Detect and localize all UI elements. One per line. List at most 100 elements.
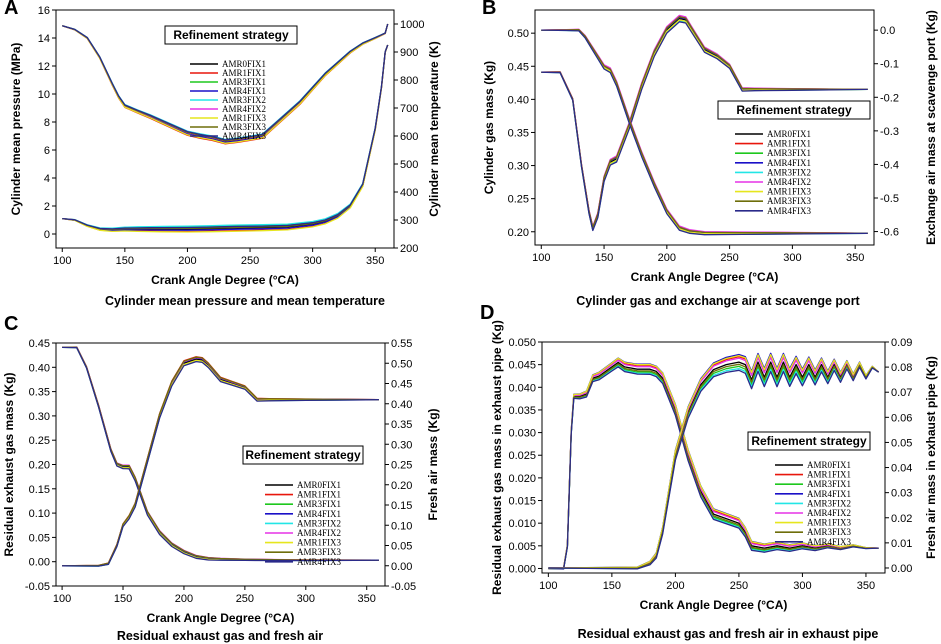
figure-caption: Cylinder gas and exchange air at scaveng… xyxy=(576,294,860,308)
y2-tick-label: -0.5 xyxy=(880,193,899,205)
series-line-exchange-air-mass-amr3fix1 xyxy=(541,29,868,235)
series-line-pressure-amr4fix3 xyxy=(62,44,389,230)
legend-entry: AMR3FIX3 xyxy=(767,196,812,206)
series-line-temperature-amr4fix3 xyxy=(62,23,389,141)
y-tick-label: 0.35 xyxy=(508,127,529,139)
series-line-exchange-air-mass-amr4fix1 xyxy=(541,29,868,234)
y2-tick-label: 0.10 xyxy=(391,520,412,532)
y-tick-label: 10 xyxy=(38,89,50,101)
legend-title-box xyxy=(164,25,298,45)
x-tick-label: 100 xyxy=(53,255,71,267)
y-tick-label: 0.45 xyxy=(29,338,50,350)
y-tick-label: 0.040 xyxy=(508,382,536,394)
x-tick-label: 350 xyxy=(358,593,376,605)
y2-axis-label: Cylinder mean temperature (K) xyxy=(427,41,441,216)
legend-entry: AMR4FIX3 xyxy=(222,131,267,141)
legend-entry: AMR0FIX1 xyxy=(222,59,266,69)
legend-entry: AMR4FIX2 xyxy=(297,528,341,538)
panel-letter: C xyxy=(4,313,18,335)
series-line-fresh-air-in-pipe-amr4fix3 xyxy=(548,366,879,570)
x-tick-label: 200 xyxy=(178,255,196,267)
legend: Refinement strategyAMR0FIX1AMR1FIX1AMR3F… xyxy=(164,25,298,141)
y-axis-label: Residual exhaust gas mass in exhaust pip… xyxy=(490,320,504,595)
y2-tick-label: 700 xyxy=(400,103,418,115)
y2-tick-label: 0.0 xyxy=(880,25,895,37)
legend-title: Refinement strategy xyxy=(736,103,852,117)
y-tick-label: -0.05 xyxy=(25,581,50,593)
x-tick-label: 250 xyxy=(720,252,738,264)
panel-letter: A xyxy=(4,0,18,19)
legend-entry: AMR4FIX1 xyxy=(807,489,851,499)
x-axis-label: Crank Angle Degree (°CA) xyxy=(640,598,788,612)
y2-tick-label: 0.06 xyxy=(891,412,912,424)
y2-tick-label: 1000 xyxy=(400,19,424,31)
y-tick-label: 0.025 xyxy=(508,450,536,462)
legend-entry: AMR3FIX2 xyxy=(767,167,811,177)
y2-tick-label: 400 xyxy=(400,187,418,199)
y-tick-label: 0.45 xyxy=(508,61,529,73)
y2-axis-label: Fresh air mass in exhaust pipe (Kg) xyxy=(924,356,938,559)
y-tick-label: 0.20 xyxy=(508,227,529,239)
legend-entry: AMR4FIX1 xyxy=(767,158,811,168)
chart-panel-B: B 100 150 200 250 300 350 0.20 0.25 0.30 0.35 0.40 0… xyxy=(482,0,938,308)
legend-title: Refinement strategy xyxy=(173,28,289,42)
y2-tick-label: -0.05 xyxy=(391,581,416,593)
series-line-cylinder-gas-mass-amr4fix3 xyxy=(541,21,868,232)
y-tick-label: 2 xyxy=(44,201,50,213)
y2-tick-label: -0.3 xyxy=(880,126,899,138)
plot-frame xyxy=(541,341,886,574)
y-tick-label: 16 xyxy=(38,5,50,17)
y-tick-label: 0.50 xyxy=(508,28,529,40)
legend-entry: AMR4FIX3 xyxy=(767,206,812,216)
y-tick-label: 0.40 xyxy=(29,362,50,374)
x-tick-label: 200 xyxy=(666,580,684,592)
legend-entry: AMR4FIX2 xyxy=(807,508,851,518)
series-line-fresh-air-in-pipe-amr1fix3 xyxy=(548,353,880,569)
y2-tick-label: -0.4 xyxy=(880,159,899,171)
x-axis-label: Crank Angle Degree (°CA) xyxy=(631,270,779,284)
y-tick-label: 0.15 xyxy=(29,484,50,496)
legend-entry: AMR3FIX3 xyxy=(297,547,342,557)
legend-entry: AMR4FIX2 xyxy=(767,177,811,187)
y-tick-label: 0.010 xyxy=(508,518,536,530)
legend-entry: AMR4FIX3 xyxy=(297,557,342,567)
y2-tick-label: 0.25 xyxy=(391,460,412,472)
figure-caption: Residual exhaust gas and fresh air in ex… xyxy=(578,627,879,641)
y2-tick-label: 0.05 xyxy=(391,541,412,553)
series-line-exchange-air-mass-amr4fix3 xyxy=(541,29,868,236)
chart-panel-C: C 100 150 200 250 300 350 -0.05 0.00 0.05 0.10 0.15… xyxy=(2,313,440,643)
legend-entry: AMR3FIX2 xyxy=(807,498,851,508)
series-line-cylinder-gas-mass-amr4fix1 xyxy=(541,16,868,229)
plot-frame xyxy=(534,9,875,246)
x-tick-label: 350 xyxy=(857,580,875,592)
legend-entry: AMR1FIX3 xyxy=(297,538,342,548)
legend-entry: AMR3FIX3 xyxy=(222,122,267,132)
y2-tick-label: 0.02 xyxy=(891,513,912,525)
y-tick-label: 0.015 xyxy=(508,496,536,508)
x-tick-label: 150 xyxy=(603,580,621,592)
legend: Refinement strategyAMR0FIX1AMR1FIX1AMR3F… xyxy=(242,445,364,567)
y2-tick-label: 0.50 xyxy=(391,358,412,370)
y2-tick-label: 600 xyxy=(400,131,418,143)
series-line-exchange-air-mass-amr1fix3 xyxy=(541,29,868,235)
y-tick-label: 8 xyxy=(44,117,50,129)
legend-entry: AMR1FIX3 xyxy=(807,518,852,528)
x-tick-label: 200 xyxy=(175,593,193,605)
legend-entry: AMR3FIX1 xyxy=(767,148,811,158)
y2-tick-label: 900 xyxy=(400,47,418,59)
y-tick-label: 0.30 xyxy=(29,411,50,423)
y-tick-label: 6 xyxy=(44,145,50,157)
plot-frame xyxy=(55,9,395,249)
x-tick-label: 300 xyxy=(303,255,321,267)
x-tick-label: 150 xyxy=(114,593,132,605)
y-tick-label: 0.035 xyxy=(508,405,536,417)
y2-axis-label: Fresh air mass (Kg) xyxy=(426,408,440,520)
x-axis-label: Crank Angle Degree (°CA) xyxy=(147,611,295,625)
legend-entry: AMR3FIX3 xyxy=(807,527,852,537)
y2-tick-label: 0.00 xyxy=(891,563,912,575)
x-tick-label: 100 xyxy=(532,252,550,264)
series-line-exchange-air-mass-amr4fix2 xyxy=(541,28,868,234)
y2-tick-label: 0.09 xyxy=(891,337,912,349)
panel-letter: B xyxy=(482,0,496,19)
